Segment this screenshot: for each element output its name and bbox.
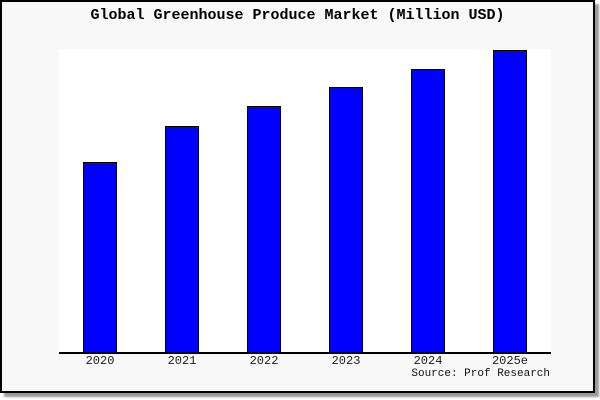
bar-2021 — [165, 125, 199, 352]
x-tick-label-2021: 2021 — [167, 354, 197, 368]
x-tick-label-2025e: 2025e — [491, 354, 528, 368]
bar-2023 — [329, 87, 363, 352]
bar-2024 — [411, 69, 445, 352]
plot-area: 2020 2021 2022 2023 2024 2025e — [59, 49, 551, 367]
bar-2020 — [83, 161, 117, 352]
bar-2025e — [493, 50, 527, 352]
x-tick-label-2022: 2022 — [249, 354, 279, 368]
source-note: Source: Prof Research — [411, 368, 550, 380]
x-tick-label-2023: 2023 — [331, 354, 361, 368]
chart-page: Global Greenhouse Produce Market (Millio… — [0, 0, 595, 393]
x-tick-label-2020: 2020 — [85, 354, 115, 368]
bar-2022 — [247, 105, 281, 352]
x-tick-label-2024: 2024 — [413, 354, 443, 368]
chart-title: Global Greenhouse Produce Market (Millio… — [90, 7, 505, 24]
